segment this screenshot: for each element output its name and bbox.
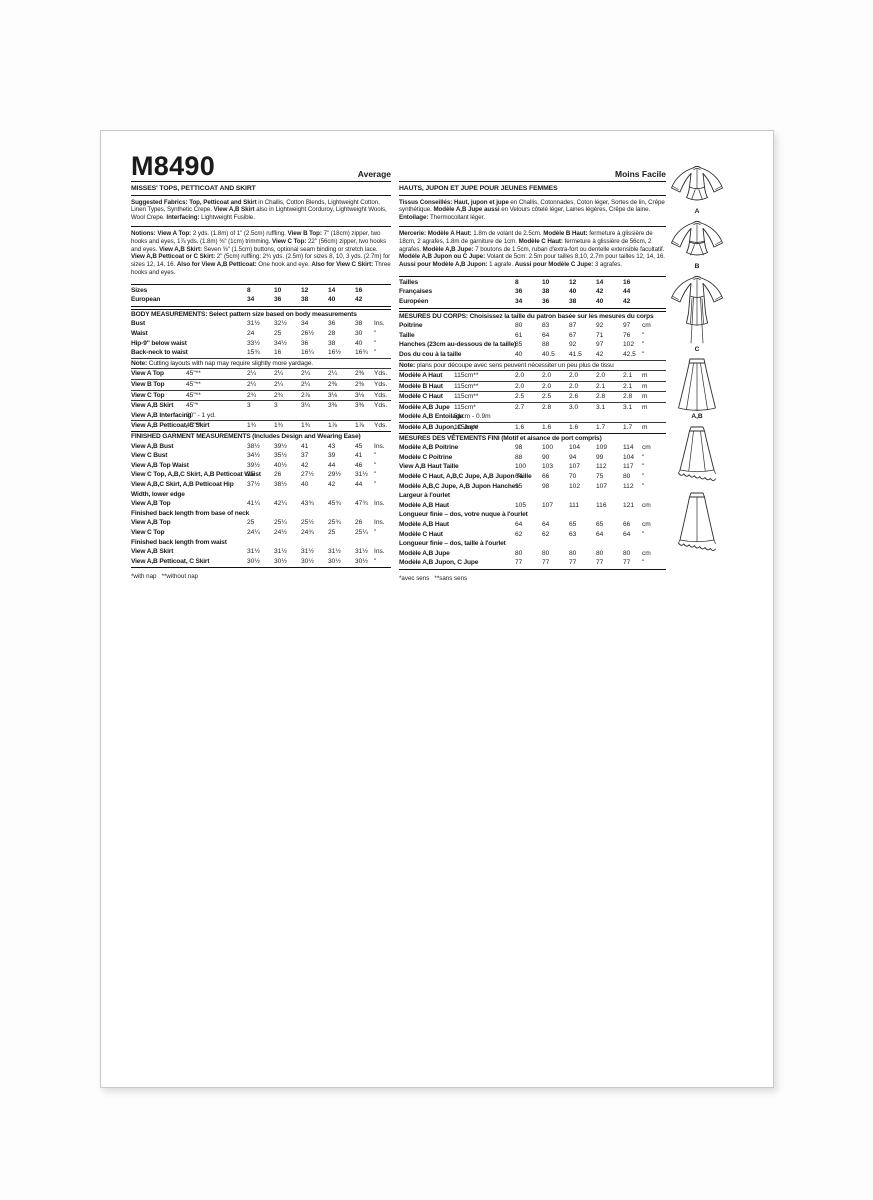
table-row: Modèle B Haut 115cm** 2.0 2.0 2.0 2.1 2.1 m — [399, 380, 666, 392]
suggested-fabrics-text: Suggested Fabrics: Top, Petticoat and Sk… — [131, 196, 391, 227]
table-row: Modèle C Haut, A,B,C Jupe, A,B Jupon Tai… — [399, 473, 645, 481]
pattern-number: M8490 — [131, 151, 216, 181]
table-row: View B Top 45"** 2¼ 2¼ 2¼ 2⅜ 2⅜ Yds. — [131, 379, 391, 390]
table-row: Modèle A,B Haut 105 107 111 116 121 cm — [399, 501, 651, 509]
table-row: View A,B Skirt 31½ 31½ 31½ 31½ 31½ Ins. — [131, 548, 385, 556]
table-row: View A,B Top 41¼ 42¼ 43¾ 45¾ 47¾ Ins. — [131, 500, 385, 508]
figure-top-a: A — [669, 163, 725, 215]
table-row: Françaises 36 38 40 42 44 — [399, 288, 631, 296]
table-row: View A,B Haut Taille 100 103 107 112 117 " — [399, 463, 645, 471]
table-row: View A Top 45"** 2¼ 2¼ 2¼ 2¼ 2⅜ Yds. — [131, 368, 391, 379]
top-a-illustration — [671, 165, 723, 201]
english-column: M8490 Average MISSES' TOPS, PETTICOAT AN… — [131, 147, 391, 580]
table-row: MESURES DES VÊTEMENTS FINI (Motif et ais… — [399, 434, 602, 442]
table-row: Modèle A,B Jupon, C Jupe 77 77 77 77 77 " — [399, 559, 645, 567]
table-row: Modèle C Poitrine 88 90 94 99 104 " — [399, 453, 645, 461]
table-row: Modèle A,B Haut 64 64 65 65 66 cm — [399, 521, 651, 528]
garment-illustrations: A B — [667, 163, 727, 561]
table-row: Poitrine 80 83 87 92 97 cm — [399, 322, 651, 330]
table-row: View A,B Petticoat, C Skirt 45"** 1¾ 1¾ 1¾ 1⅞… — [131, 420, 391, 431]
difficulty-rating-fr: Moins Facile — [614, 169, 666, 179]
figure-label: A,B — [691, 413, 703, 420]
table-row: Finished back length from base of neck — [131, 509, 250, 517]
skirt-c-illustration — [678, 492, 716, 551]
figure-petticoat-ab — [674, 423, 720, 487]
french-column: Moins Facile HAUTS, JUPON ET JUPE POUR J… — [399, 147, 666, 582]
figure-skirt-c — [674, 490, 720, 558]
table-row: View C Bust 34½ 35½ 37 39 41 " — [131, 452, 377, 460]
nap-footnote-fr: *avec sens **sans sens — [399, 574, 468, 582]
table-row: Modèle A,B Jupon, C Jupe 115cm** 1.6 1.6 1.6… — [399, 422, 666, 433]
table-row: View A,B Skirt 45"* 3 3 3¼ 3⅜ 3⅜ Yds. — [131, 400, 391, 411]
table-row: View C Top 24¼ 24½ 24¾ 25 25¼ " — [131, 528, 377, 536]
table-row: View A,B Top 25 25¼ 25½ 25¾ 26 Ins. — [131, 519, 385, 527]
table-row: View C Top, A,B,C Skirt, A,B Petticoat W… — [131, 471, 377, 479]
table-row: View A,B Petticoat, C Skirt 30½ 30½ 30½ 30½ 3… — [131, 557, 377, 565]
table-row: Modèle A,B Poitrine 98 100 104 109 114 cm — [399, 444, 651, 452]
nap-footnote-en: *with nap **without nap — [131, 573, 199, 581]
table-row: Longueur finie – dos, taille à l'ourlet — [399, 540, 506, 548]
table-row: Back-neck to waist 15¾ 16 16¼ 16½ 16¾ " — [131, 349, 377, 357]
table-row: View C Top 45"** 2¾ 2¾ 2⅞ 3⅛ 3⅛ Yds. — [131, 389, 391, 401]
figure-top-b: B — [669, 218, 725, 270]
table-row: Modèle A,B Jupe 115cm* 2.7 2.8 3.0 3.1 3.1 m — [399, 401, 666, 413]
table-row: Modèle A Haut 115cm** 2.0 2.0 2.0 2.0 2.1 m — [399, 370, 666, 381]
table-row: Modèle C Haut 115cm** 2.5 2.5 2.6 2.8 2.8 m — [399, 391, 666, 402]
table-row: BODY MEASUREMENTS: Select pattern size b… — [131, 310, 357, 318]
sizes-table-fr: Tailles 8 10 12 14 16 Françaises 36 38 40 42 44 Euro… — [399, 275, 666, 309]
table-row: Européen 34 36 38 40 42 — [399, 297, 631, 305]
table-row: View A,B Interfacing 20" - 1 yd. — [131, 411, 216, 419]
figure-label: B — [694, 263, 700, 270]
table-row: MESURES DU CORPS: Choisissez la taille d… — [399, 312, 654, 320]
table-row: Finished back length from waist — [131, 538, 227, 546]
top-b-illustration — [671, 220, 723, 256]
figure-top-c: C — [669, 273, 725, 353]
english-header: M8490 Average — [131, 147, 391, 182]
tissus-conseilles-text: Tissus Conseillés: Haut, jupon et jupe e… — [399, 196, 666, 227]
french-header: Moins Facile — [399, 147, 666, 182]
figure-label: C — [694, 346, 700, 353]
table-row: FINISHED GARMENT MEASUREMENTS (Includes … — [131, 432, 361, 440]
difficulty-rating-en: Average — [357, 169, 391, 179]
sizes-table-en: Sizes 8 10 12 14 16 European 34 36 38 40 42 — [131, 283, 391, 307]
table-row: View A,B,C Skirt, A,B Petticoat Hip 37½ 38… — [131, 480, 377, 488]
table-row: View A,B Bust 38½ 39½ 41 43 45 Ins. — [131, 442, 385, 450]
table-row: Hip-9" below waist 33½ 34½ 36 38 40 " — [131, 339, 377, 347]
table-row: Dos du cou à la taille 40 40.5 41.5 42 42.5 " — [399, 350, 645, 358]
mercerie-text: Mercerie: Modèle A Haut: 1.8m de volant … — [399, 229, 665, 269]
table-row: Tailles 8 10 12 14 16 — [399, 278, 631, 286]
figure-skirt-ab: A,B — [674, 356, 720, 420]
notions-text: Notions: View A Top: 2 yds. (1.8m) of 1"… — [131, 229, 391, 277]
finished-garment-table-fr: MESURES DES VÊTEMENTS FINI (Motif et ais… — [399, 434, 666, 570]
table-row: Note: Cutting layouts with nap may requi… — [131, 357, 391, 369]
top-c-illustration — [671, 275, 723, 344]
table-row: Modèle C Haut 62 62 63 64 64 " — [399, 530, 645, 538]
skirt-ab-illustration — [678, 358, 716, 411]
table-row: Taille 61 64 67 71 76 " — [399, 331, 645, 339]
petticoat-ab-illustration — [678, 426, 716, 481]
table-row: Modèle A,B,C Jupe, A,B Jupon Hanches 95 98… — [399, 482, 645, 490]
body-measurements-table-fr: MESURES DU CORPS: Choisissez la taille d… — [399, 310, 666, 371]
finished-garment-table-en: FINISHED GARMENT MEASUREMENTS (Includes … — [131, 432, 391, 569]
figure-label: A — [694, 208, 700, 215]
table-row: Modèle A,B Jupe 80 80 80 80 80 cm — [399, 549, 651, 557]
pattern-envelope-back-page: M8490 Average MISSES' TOPS, PETTICOAT AN… — [100, 130, 774, 1088]
table-row: Note: plans pour découpe avec sens peuve… — [399, 359, 666, 371]
table-row: Sizes 8 10 12 14 16 — [131, 286, 363, 294]
yardage-table-fr: Modèle A Haut 115cm** 2.0 2.0 2.0 2.0 2.1 m Modè… — [399, 370, 666, 434]
table-row: Modèle A,B Entoilage 51cm - 0.9m — [399, 413, 491, 421]
table-row: View A,B Top Waist 39½ 40½ 42 44 46 " — [131, 461, 377, 469]
table-row: Largeur à l'ourlet — [399, 492, 450, 500]
body-measurements-table-en: BODY MEASUREMENTS: Select pattern size b… — [131, 308, 391, 369]
french-garment-title: HAUTS, JUPON ET JUPE POUR JEUNES FEMMES — [399, 182, 666, 196]
table-row: Hanches (23cm au-dessous de la taille) 85… — [399, 341, 645, 349]
table-row: Bust 31½ 32½ 34 36 38 Ins. — [131, 320, 385, 328]
table-row: Waist 24 25 26½ 28 30 " — [131, 330, 377, 338]
table-row: Longueur finie – dos, votre nuque à l'ou… — [399, 511, 528, 519]
table-row: European 34 36 38 40 42 — [131, 296, 363, 304]
table-row: Width, lower edge — [131, 490, 185, 498]
english-garment-title: MISSES' TOPS, PETTICOAT AND SKIRT — [131, 182, 391, 196]
yardage-table-en: View A Top 45"** 2¼ 2¼ 2¼ 2¼ 2⅜ Yds. View B Top 4… — [131, 368, 391, 432]
